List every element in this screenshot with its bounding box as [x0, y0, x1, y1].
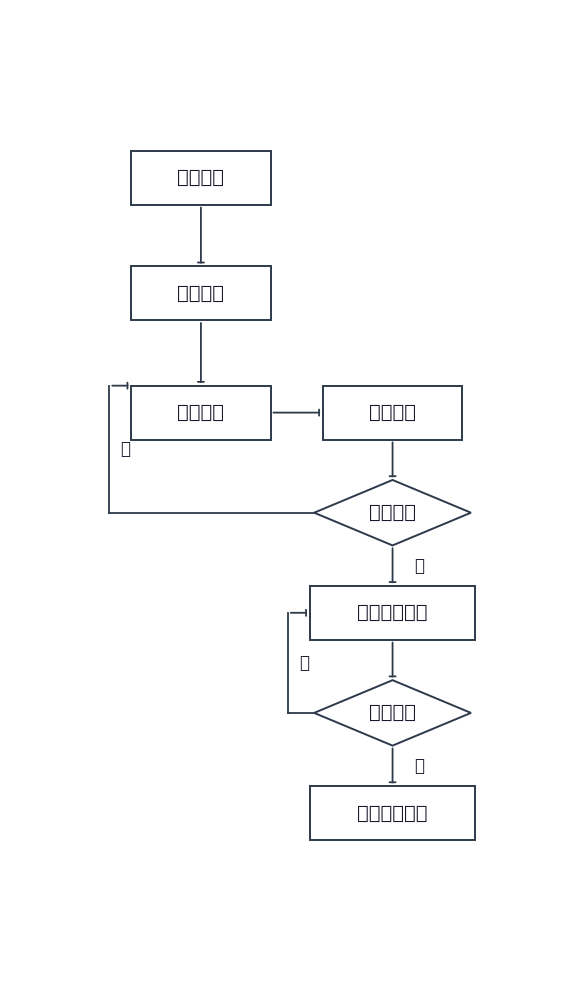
Text: 否: 否 — [120, 440, 130, 458]
Bar — [131, 386, 270, 440]
Polygon shape — [314, 480, 471, 545]
Text: 测量路径确定: 测量路径确定 — [357, 804, 428, 822]
Text: 是: 是 — [414, 757, 424, 775]
Text: 路径连续: 路径连续 — [369, 503, 416, 522]
Text: 构建平台: 构建平台 — [369, 403, 416, 422]
Text: 确定数值: 确定数值 — [178, 403, 224, 422]
Polygon shape — [314, 680, 471, 746]
Text: 确定测点数量: 确定测点数量 — [357, 603, 428, 622]
Text: 分析计算: 分析计算 — [178, 284, 224, 303]
Bar — [131, 151, 270, 205]
Text: 数据获取: 数据获取 — [178, 168, 224, 187]
Text: 是: 是 — [414, 557, 424, 575]
Bar — [310, 586, 475, 640]
Text: 准确度高: 准确度高 — [369, 703, 416, 722]
Bar — [310, 786, 475, 840]
Bar — [131, 266, 270, 320]
Text: 否: 否 — [299, 654, 309, 672]
Bar — [323, 386, 462, 440]
